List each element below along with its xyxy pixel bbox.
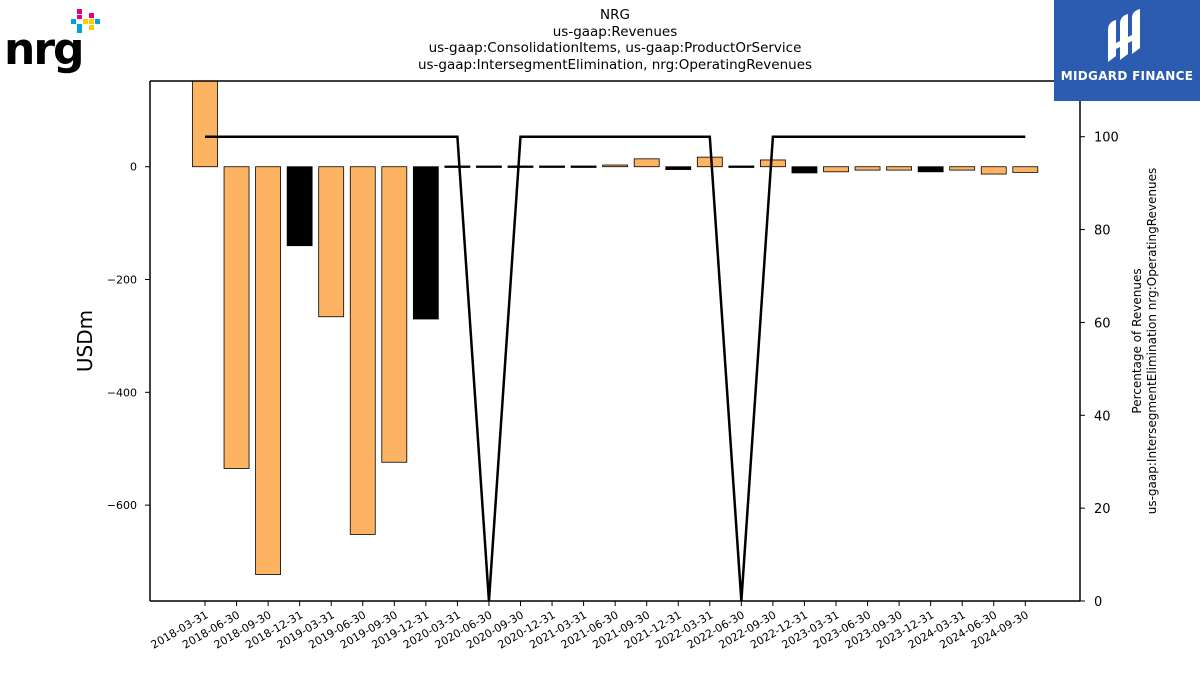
title-line: us-gaap:ConsolidationItems, us-gaap:Prod… [428,40,802,56]
right-tick-label: 60 [1094,316,1111,331]
midgard-mark-icon [1108,9,1140,62]
bar [192,80,218,168]
bar [255,166,282,575]
nrg-logo-text: nrg [4,24,83,74]
midgard-finance-badge: MIDGARD FINANCE [1054,0,1200,101]
title-line: us-gaap:IntersegmentElimination, nrg:Ope… [417,56,813,73]
bar [318,166,345,318]
right-tick-label: 40 [1094,409,1111,424]
title-line: us-gaap:Revenues [552,23,678,40]
bars-group [192,80,1039,575]
bar [223,166,250,469]
left-tick-label: −400 [107,386,137,399]
left-tick-label: 0 [130,161,137,174]
title-line: NRG [600,7,630,23]
plus-cluster-icon [71,9,100,33]
right-tick-label: 80 [1094,224,1111,239]
bar [381,166,408,463]
percentage-line [205,135,1026,602]
bar [980,166,1007,175]
right-axis-label-line: us-gaap:IntersegmentElimination nrg:Oper… [1145,168,1159,515]
bar [886,166,912,171]
badge-label: MIDGARD FINANCE [1060,69,1194,83]
registered-mark: ® [74,57,80,64]
y-axis-label: USDm [73,310,97,372]
right-axis-label-line: Percentage of Revenues [1130,268,1144,413]
right-tick-label: 20 [1094,502,1111,517]
bar [665,166,692,170]
bar [412,166,439,320]
bar [476,165,502,168]
bar [539,165,565,168]
nrg-logo: nrg ® [4,4,104,75]
bar [917,166,944,173]
bar [349,166,376,535]
left-tick-label: −600 [107,499,137,512]
bar [602,164,629,168]
bar [823,166,849,173]
bar [570,165,597,168]
bar [444,165,471,168]
bar [507,165,534,168]
line-group [205,135,1026,602]
bar [791,166,818,174]
bar [286,166,313,247]
bar [633,158,660,168]
bar [728,165,755,168]
bar [760,159,786,168]
right-tick-label: 0 [1094,595,1102,610]
right-tick-label: 100 [1094,131,1119,146]
bar [854,166,881,171]
bar [1012,166,1039,173]
bar [949,166,976,171]
chart-title: NRG us-gaap:Revenues us-gaap:Consolidati… [315,7,915,73]
left-tick-label: −200 [107,274,137,287]
bar [696,156,723,168]
